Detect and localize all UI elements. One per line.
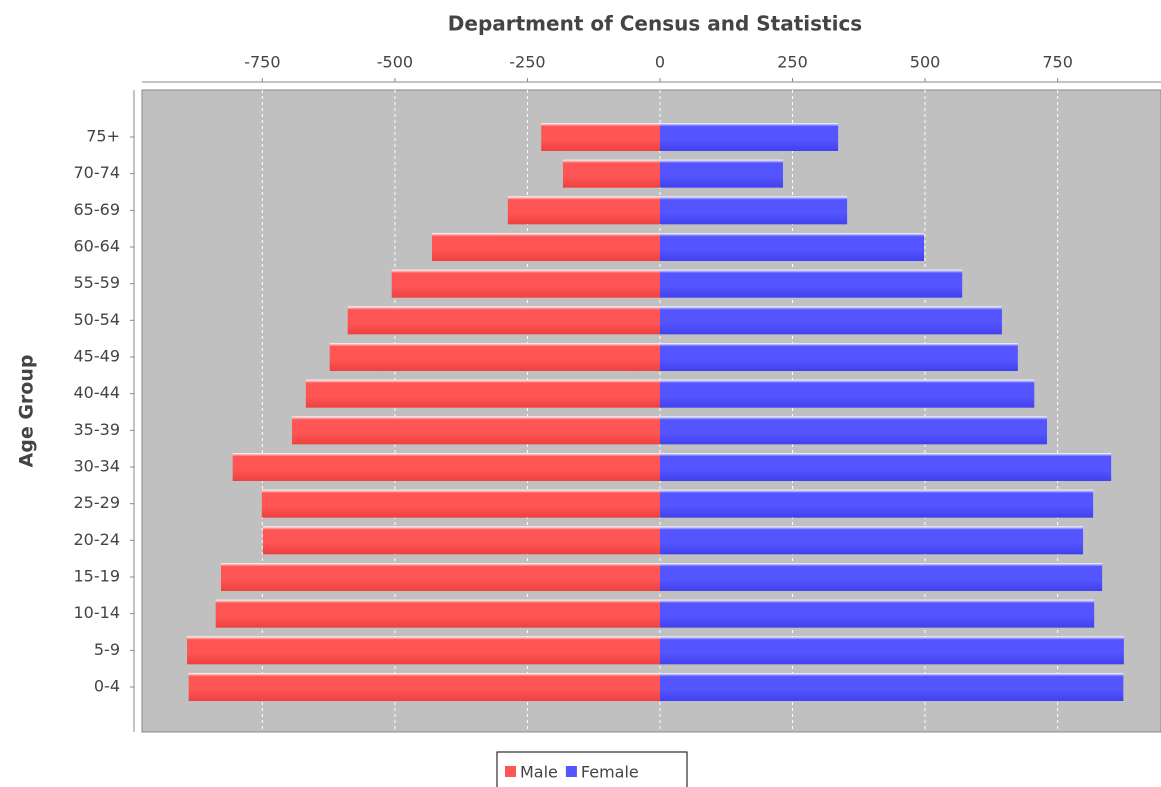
y-tick-label: 20-24 [74, 530, 121, 549]
bar [659, 159, 783, 188]
x-tick-label: -750 [244, 53, 280, 72]
bar [659, 269, 963, 298]
bar [659, 563, 1103, 591]
y-tick-label: 55-59 [74, 273, 121, 292]
legend-swatch [565, 766, 577, 777]
y-tick-label: 15-19 [74, 567, 121, 586]
legend-label: Male [520, 763, 558, 782]
y-tick-label: 40-44 [74, 383, 121, 402]
bar [659, 306, 1002, 335]
bar [659, 416, 1048, 445]
y-tick-label: 5-9 [94, 640, 120, 659]
legend-box [496, 751, 688, 787]
x-tick-label: 250 [777, 53, 808, 72]
y-tick-label: 75+ [86, 127, 120, 146]
bar [659, 123, 839, 151]
y-tick-label: 60-64 [74, 237, 121, 256]
x-tick-label: 750 [1042, 53, 1073, 72]
bar [432, 233, 660, 261]
bar [659, 599, 1095, 628]
bar [220, 563, 660, 591]
y-tick-label: 10-14 [74, 603, 121, 622]
chart-title: Department of Census and Statistics [448, 12, 862, 36]
bar [659, 489, 1094, 518]
y-tick-label: 35-39 [74, 420, 121, 439]
bar [261, 489, 660, 518]
bar [659, 636, 1124, 665]
bar [232, 453, 660, 481]
bar [292, 416, 660, 445]
bar [541, 123, 660, 151]
bar [659, 233, 925, 261]
bar [305, 379, 660, 408]
y-axis-label: Age Group [16, 355, 38, 468]
bar [659, 673, 1124, 701]
bar [188, 673, 660, 701]
y-tick-label: 45-49 [74, 347, 121, 366]
x-tick-label: 0 [655, 53, 665, 72]
bar [562, 159, 660, 188]
legend-swatch [505, 766, 516, 777]
bar [659, 526, 1084, 555]
bar [262, 526, 660, 555]
bar [329, 343, 660, 371]
y-tick-label: 50-54 [74, 310, 121, 329]
y-tick-label: 25-29 [74, 493, 121, 512]
y-tick-label: 70-74 [74, 163, 121, 182]
bar [659, 453, 1112, 481]
x-tick-label: -500 [377, 53, 413, 72]
y-tick-label: 65-69 [74, 200, 121, 219]
bar [659, 196, 848, 225]
bar [507, 196, 660, 225]
legend-label: Female [581, 763, 639, 782]
x-tick-label: -250 [509, 53, 545, 72]
x-tick-label: 500 [910, 53, 941, 72]
bar [391, 269, 660, 298]
bar [659, 343, 1018, 371]
bar [187, 636, 660, 665]
y-tick-label: 30-34 [74, 457, 121, 476]
bar [347, 306, 660, 335]
bar [659, 379, 1035, 408]
y-tick-label: 0-4 [94, 677, 120, 696]
bar [215, 599, 660, 628]
